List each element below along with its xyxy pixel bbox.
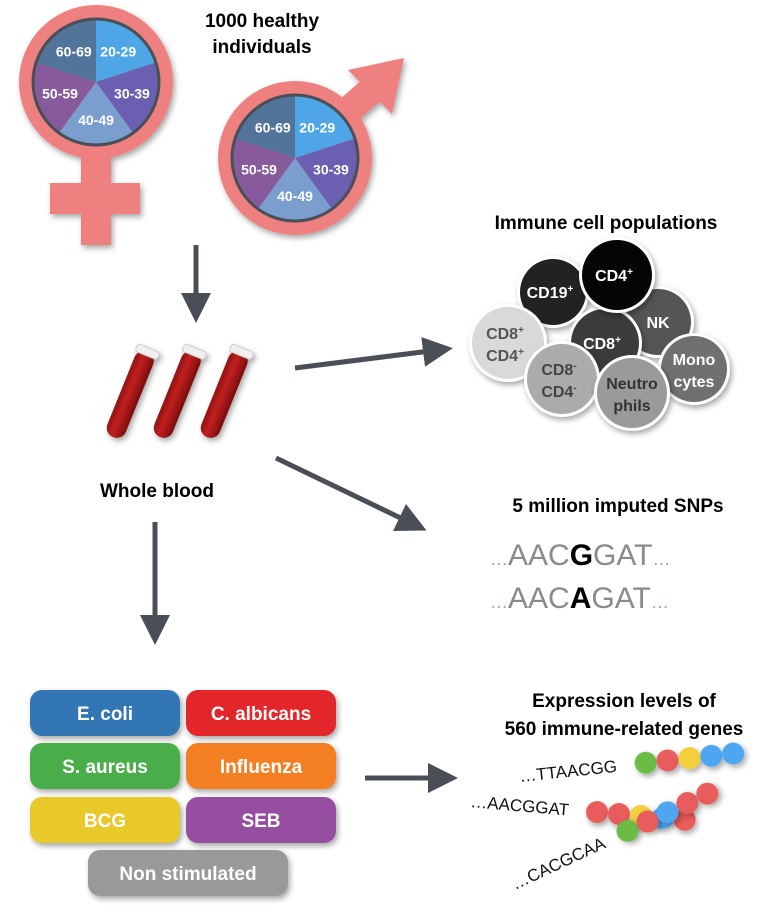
expression-bead <box>636 810 659 833</box>
immune-cell: CD4+ <box>579 237 655 313</box>
age-label: 30-39 <box>313 162 349 178</box>
age-label: 30-39 <box>114 86 150 102</box>
svg-text:NK: NK <box>646 315 670 332</box>
stimulus-seb: SEB <box>186 797 336 843</box>
age-label: 20-29 <box>100 43 136 59</box>
immune-cell: CD8- CD4- <box>524 341 600 417</box>
immune-cell: Neutro phils <box>594 355 670 431</box>
pie-slice <box>96 19 156 82</box>
expression-bead <box>676 791 699 814</box>
gene-expression-strands: …TTAACGG…AACGGAT…CACGCAA <box>464 742 770 898</box>
immune-cell: Mono cytes <box>658 333 730 405</box>
gene-strand: …TTAACGG <box>515 742 770 788</box>
stimulus-s-aureus: S. aureus <box>30 743 180 789</box>
pie-slice <box>33 62 96 133</box>
whole-blood-label: Whole blood <box>100 481 214 502</box>
age-label: 20-29 <box>299 119 335 135</box>
title-line1: 1000 healthy <box>205 11 319 32</box>
immune-cell-cluster: NK CD19+ CD8+ CD4+ CD8+ CD4+ Mono cytes CD8- CD4-… <box>469 237 730 431</box>
blood-tube-icon <box>106 343 160 438</box>
age-label: 40-49 <box>78 112 114 128</box>
pie-slice <box>295 95 355 158</box>
arrow-to-snps <box>274 455 427 532</box>
svg-text:Mono: Mono <box>673 352 716 369</box>
pie-slice <box>235 95 295 158</box>
pie-slice <box>58 82 134 145</box>
snp-allele: A <box>570 582 592 615</box>
pie-outline <box>31 17 161 147</box>
age-label: 60-69 <box>56 43 92 59</box>
stimulus-e-coli: E. coli <box>30 690 180 736</box>
expression-bead <box>634 751 657 774</box>
expression-bead <box>586 801 609 824</box>
stimulus-influenza: Influenza <box>186 743 336 789</box>
expression-title-line2: 560 immune-related genes <box>505 719 744 740</box>
snp-sequences: …AACGGAT… …AACAGAT… <box>490 539 670 615</box>
svg-text:C. albicans: C. albicans <box>211 704 311 725</box>
immune-cells-title: Immune cell populations <box>495 213 718 234</box>
pie-slice <box>232 138 295 209</box>
immune-cell: CD19+ <box>517 256 589 328</box>
expression-bead <box>696 782 719 805</box>
stimulus-c-albicans: C. albicans <box>186 690 336 736</box>
expression-title-line1: Expression levels of <box>532 691 716 712</box>
pie-slice <box>295 138 358 209</box>
svg-text:CD4+: CD4+ <box>486 347 524 365</box>
snp-sequence-2: …AACAGAT… <box>490 582 669 615</box>
age-label: 40-49 <box>277 188 313 204</box>
svg-text:CD8+: CD8+ <box>486 325 524 343</box>
age-label: 60-69 <box>255 119 291 135</box>
age-label: 50-59 <box>42 86 78 102</box>
snp-sequence-1: …AACGGAT… <box>490 539 670 572</box>
stimuli-grid: E. coli C. albicans S. aureus Influenza BCG S… <box>30 690 336 896</box>
expression-bead <box>656 801 679 824</box>
svg-text:BCG: BCG <box>84 811 126 832</box>
arrows <box>140 245 458 793</box>
expression-bead <box>722 742 745 765</box>
pie-outline <box>230 93 360 223</box>
immune-cell: CD8+ CD4+ <box>469 304 547 382</box>
blood-tubes <box>106 343 254 438</box>
arrow-to-cells <box>294 336 453 371</box>
expression-bead <box>607 803 630 826</box>
blood-tube-icon <box>200 343 254 438</box>
gene-sequence: …CACGCAA <box>509 833 609 893</box>
svg-text:SEB: SEB <box>241 811 280 832</box>
expression-bead <box>678 747 701 770</box>
blood-tube-icon <box>153 343 207 438</box>
title-line2: individuals <box>212 37 311 58</box>
svg-text:E. coli: E. coli <box>77 704 133 725</box>
expression-bead <box>656 749 679 772</box>
expression-bead <box>616 819 639 842</box>
pie-slice <box>96 62 159 133</box>
svg-text:S. aureus: S. aureus <box>62 757 148 778</box>
svg-text:phils: phils <box>613 398 650 415</box>
snps-title: 5 million imputed SNPs <box>512 496 723 517</box>
age-label: 50-59 <box>241 162 277 178</box>
svg-text:CD4+: CD4+ <box>595 267 633 285</box>
svg-text:Neutro: Neutro <box>606 376 658 393</box>
svg-text:CD19+: CD19+ <box>527 284 574 302</box>
svg-text:CD8+: CD8+ <box>583 335 621 353</box>
pie-slice <box>36 19 96 82</box>
stimulus-non-stimulated: Non stimulated <box>88 850 288 896</box>
pie-slice <box>257 158 333 222</box>
svg-text:CD4-: CD4- <box>541 383 576 401</box>
svg-text:cytes: cytes <box>674 374 715 391</box>
svg-text:Non stimulated: Non stimulated <box>119 864 256 885</box>
snp-allele: G <box>570 539 593 572</box>
stimulus-bcg: BCG <box>30 797 180 843</box>
svg-text:Influenza: Influenza <box>220 757 303 778</box>
expression-bead <box>700 744 723 767</box>
svg-text:CD8-: CD8- <box>541 361 576 379</box>
